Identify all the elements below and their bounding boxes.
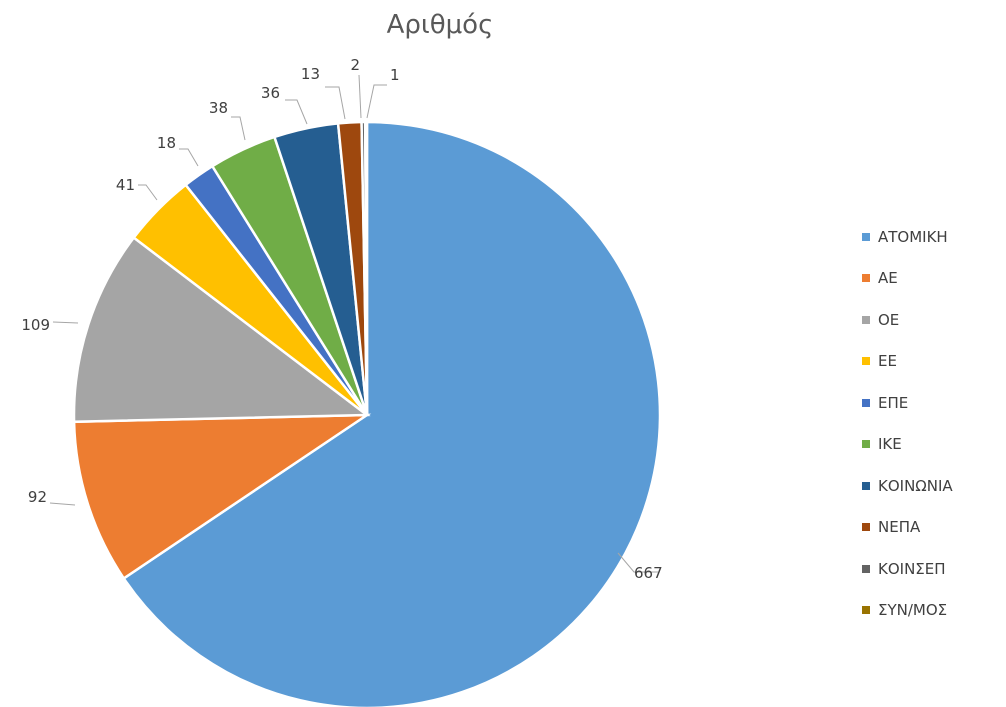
legend-label: ΝΕΠΑ xyxy=(878,518,921,537)
data-label-6: 38 xyxy=(209,99,228,117)
legend-swatch xyxy=(862,523,870,532)
legend: ΑΤΟΜΙΚΗ ΑΕ ΟΕ ΕΕ ΕΠΕ ΙΚΕ ΚΟΙΝΩΝΙΑ ΝΕΠΑ ΚΟΙΝΣΕΠ ΣΥ… xyxy=(862,216,953,631)
legend-swatch xyxy=(862,274,870,283)
pie-slice-1 xyxy=(122,120,662,707)
legend-swatch xyxy=(862,398,870,407)
legend-item: ΕΕ xyxy=(862,341,953,383)
legend-item: ΑΤΟΜΙΚΗ xyxy=(862,216,953,258)
legend-swatch xyxy=(862,440,870,449)
legend-item: ΝΕΠΑ xyxy=(862,507,953,549)
leader-line-4 xyxy=(138,184,158,201)
legend-item: ΚΟΙΝΩΝΙΑ xyxy=(862,465,953,507)
data-label-2: 92 xyxy=(28,488,47,506)
leader-line-5 xyxy=(179,148,199,167)
legend-swatch xyxy=(862,357,870,366)
legend-label: ΕΠΕ xyxy=(878,393,909,412)
leader-line-1 xyxy=(617,552,658,573)
leader-line-8 xyxy=(325,86,346,120)
legend-label: ΑΕ xyxy=(878,269,898,288)
leader-line-3 xyxy=(52,321,79,324)
legend-item: ΣΥΝ/ΜΟΣ xyxy=(862,590,953,632)
chart-title: Αριθμός xyxy=(386,10,494,40)
legend-item: ΙΚΕ xyxy=(862,424,953,466)
legend-label: ΚΟΙΝΩΝΙΑ xyxy=(878,476,953,495)
data-label-8: 13 xyxy=(301,65,320,83)
legend-item: ΕΠΕ xyxy=(862,382,953,424)
legend-swatch xyxy=(862,481,870,490)
data-label-10: 1 xyxy=(390,66,400,84)
legend-label: ΕΕ xyxy=(878,352,897,371)
legend-label: ΑΤΟΜΙΚΗ xyxy=(878,227,948,246)
legend-item: ΚΟΙΝΣΕΠ xyxy=(862,548,953,590)
legend-label: ΣΥΝ/ΜΟΣ xyxy=(878,601,948,620)
legend-swatch xyxy=(862,315,870,324)
legend-item: ΟΕ xyxy=(862,299,953,341)
data-label-5: 18 xyxy=(157,134,176,152)
data-label-3: 109 xyxy=(21,316,50,334)
leader-line-10 xyxy=(366,84,387,119)
leader-line-9 xyxy=(358,74,362,119)
pie-slices xyxy=(72,120,662,707)
data-label-7: 36 xyxy=(261,84,280,102)
legend-label: ΟΕ xyxy=(878,310,900,329)
leader-line-2 xyxy=(49,502,76,506)
data-label-1: 667 xyxy=(634,564,663,582)
pie-slice-10 xyxy=(363,120,369,416)
legend-item: ΑΕ xyxy=(862,258,953,300)
legend-swatch xyxy=(862,564,870,573)
data-label-9: 2 xyxy=(350,56,360,74)
pie-slice-2 xyxy=(72,413,372,581)
leader-line-6 xyxy=(231,116,246,141)
data-labels: 667 92 109 41 18 38 36 13 2 1 xyxy=(21,56,662,582)
pie-slice-3 xyxy=(72,235,371,424)
data-label-4: 41 xyxy=(116,176,135,194)
leader-lines xyxy=(49,74,658,573)
legend-swatch xyxy=(862,606,870,615)
legend-swatch xyxy=(862,232,870,241)
leader-line-7 xyxy=(285,99,308,125)
legend-label: ΚΟΙΝΣΕΠ xyxy=(878,559,946,578)
legend-label: ΙΚΕ xyxy=(878,435,902,454)
